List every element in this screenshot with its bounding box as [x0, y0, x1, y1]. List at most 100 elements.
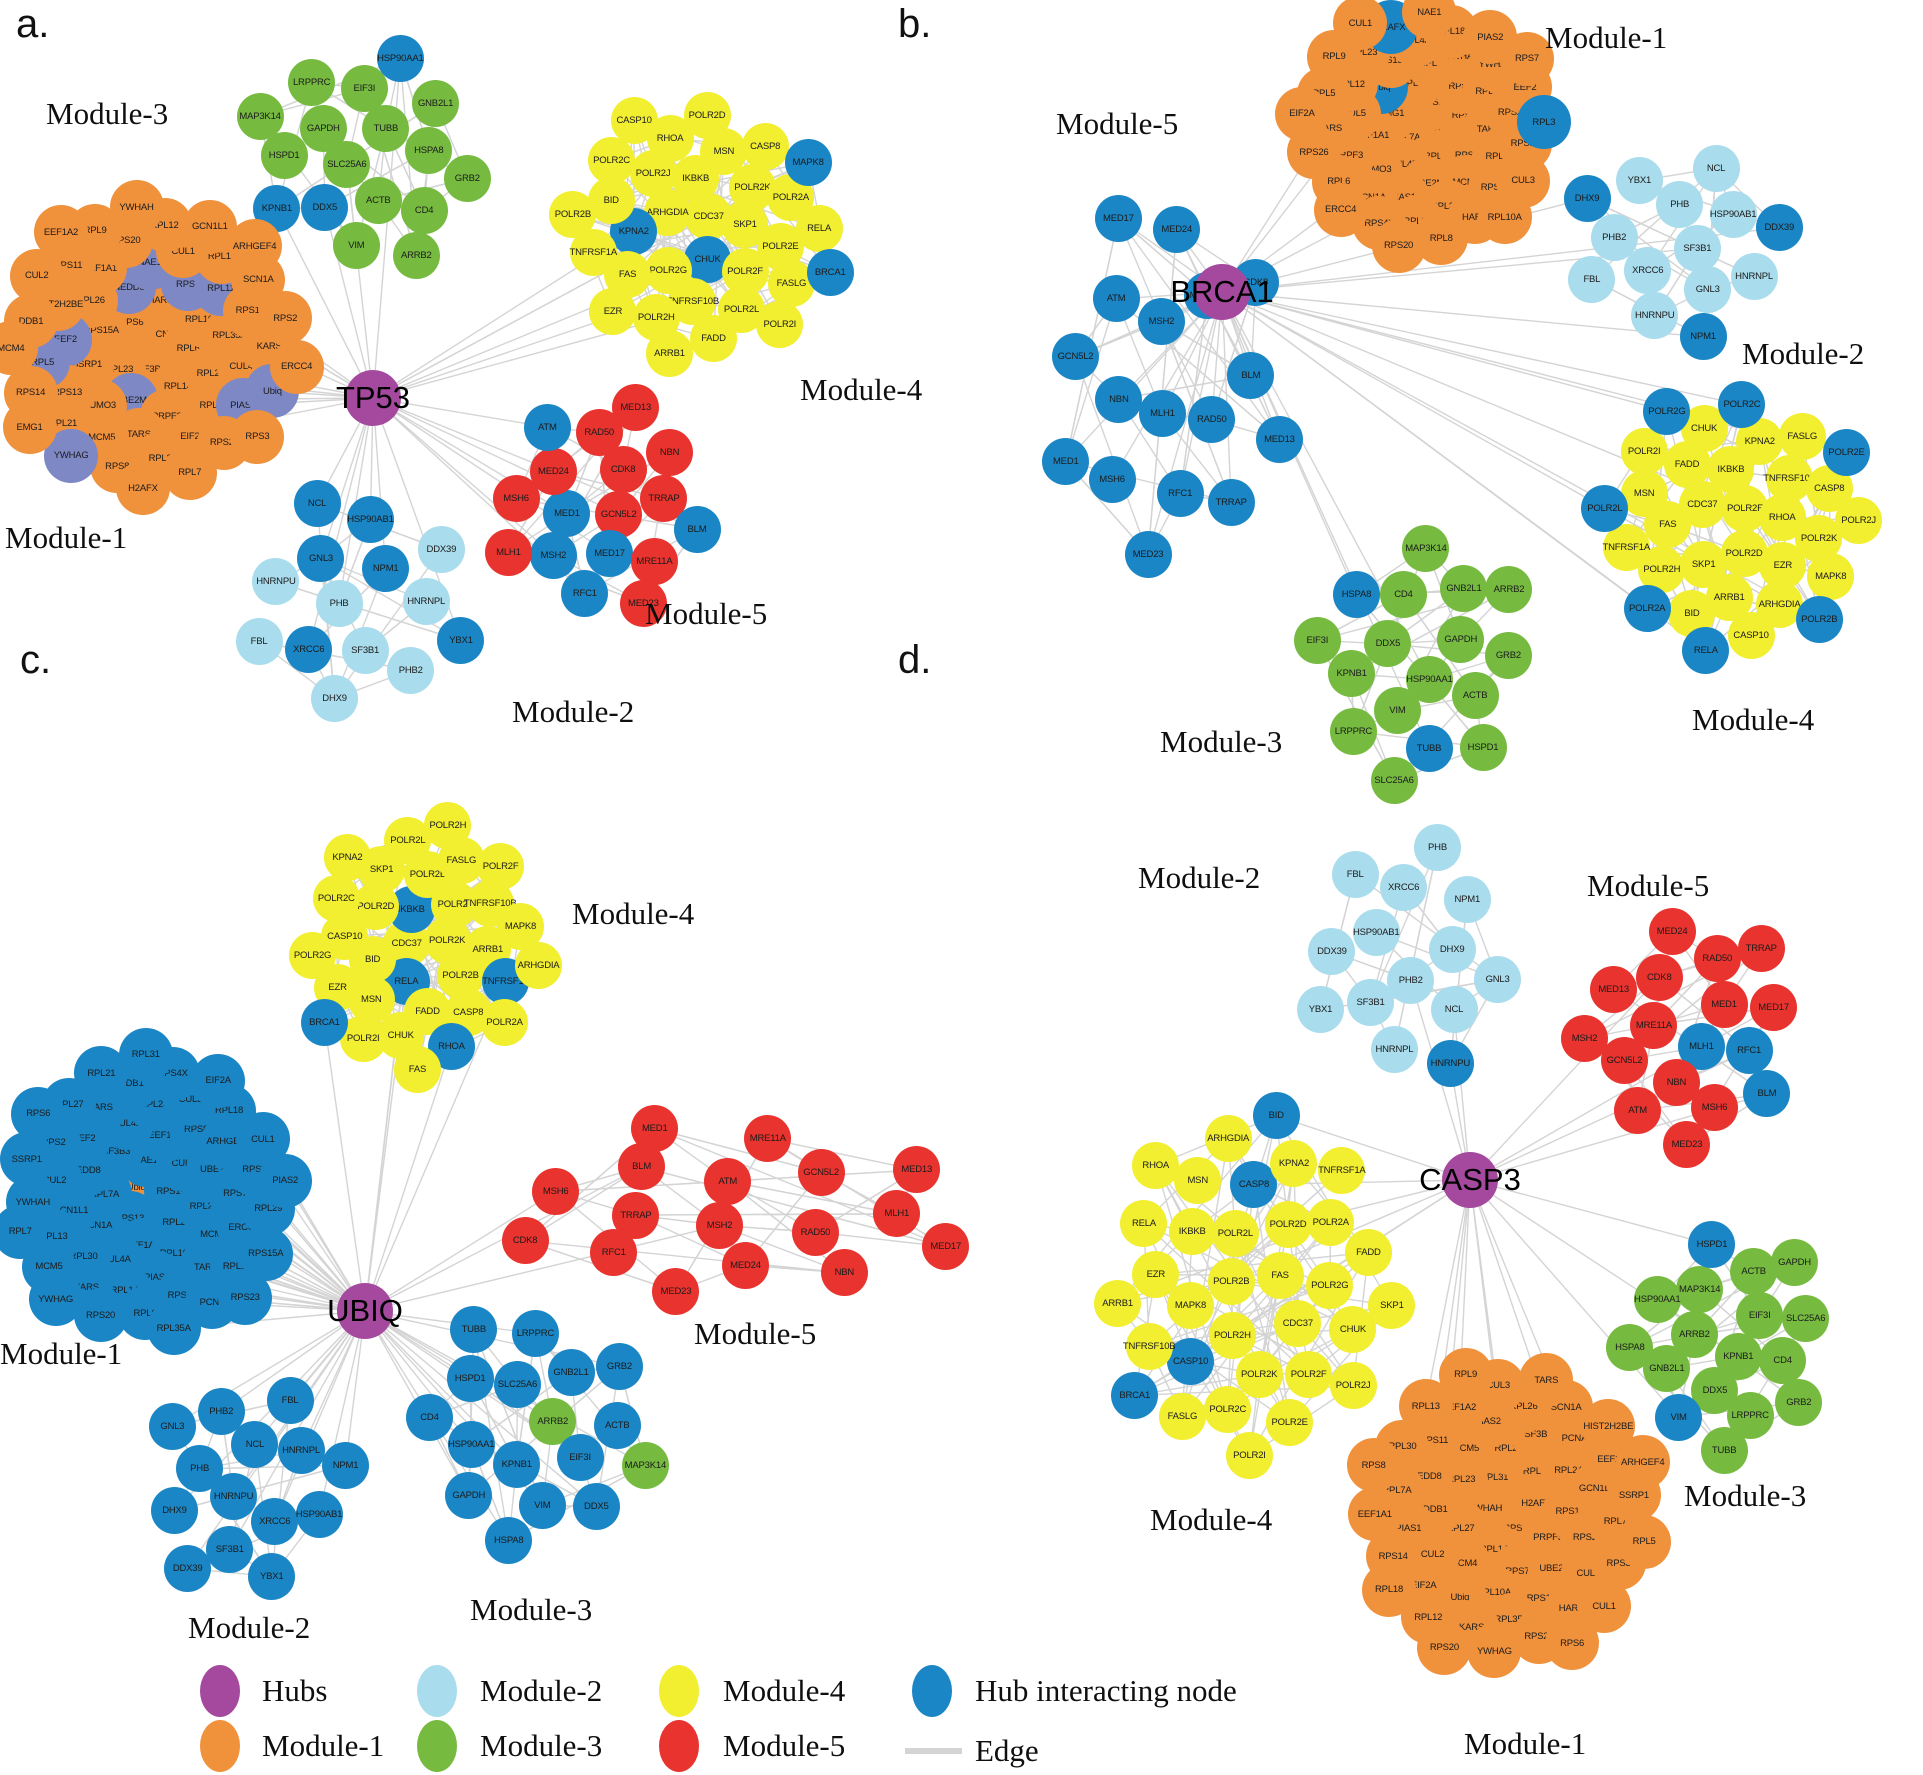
network-node: YWHAH: [109, 180, 164, 235]
network-node: HSP90AB1: [295, 1491, 343, 1539]
network-node: RELA: [1682, 627, 1730, 675]
network-node: RELA: [795, 205, 843, 253]
network-node: ATM: [1614, 1086, 1662, 1134]
module-label: Module-5: [1587, 868, 1710, 903]
network-node: HSPA8: [1606, 1323, 1654, 1371]
network-node: MLH1: [484, 528, 532, 576]
edge-line: [372, 397, 554, 556]
edge-line: [1453, 1009, 1471, 1181]
network-node: MED1: [1042, 438, 1090, 486]
edge-line: [1393, 847, 1439, 1050]
network-node: POLR2C: [312, 875, 360, 923]
network-node: MED23: [1124, 530, 1172, 578]
network-node: POLR2G: [1306, 1262, 1354, 1310]
network-node: MAP3K14: [621, 1441, 669, 1489]
edge-line: [1369, 847, 1439, 1003]
edge-line: [324, 207, 374, 399]
network-node: TARS: [1519, 1353, 1574, 1408]
network-node: ERCC4: [1313, 182, 1368, 237]
network-node: GAPDH: [1771, 1238, 1819, 1286]
network-node: EEF1A2: [33, 205, 88, 260]
edge-line: [1253, 1184, 1291, 1423]
network-node: ARRB2: [1485, 566, 1533, 613]
network-node: ATM: [704, 1157, 752, 1205]
network-node: POLR2F: [477, 843, 525, 891]
network-node: GNL3: [148, 1402, 196, 1450]
network-node: FADD: [1344, 1228, 1392, 1276]
edge-line: [364, 1310, 472, 1445]
network-node: GCN5L2: [797, 1148, 845, 1196]
network-node: MED23: [652, 1267, 700, 1315]
module-label: Module-4: [572, 896, 695, 931]
edge-line: [767, 1137, 917, 1171]
network-node: MRE11A: [744, 1115, 792, 1163]
network-node: POLR2F: [1285, 1350, 1333, 1398]
edge-line: [654, 1128, 822, 1173]
module-label: Module-4: [800, 372, 923, 407]
network-node: PHB: [315, 580, 363, 628]
network-node: MED24: [722, 1241, 769, 1289]
network-node: GRB2: [1484, 631, 1532, 679]
edge-line: [525, 1240, 845, 1274]
network-node: MSH2: [529, 531, 577, 579]
network-node: CD4: [1379, 570, 1427, 618]
network-node: EIF3I: [340, 64, 388, 112]
module-label: Module-4: [1692, 702, 1815, 737]
edge-line: [635, 1213, 897, 1216]
network-node: FASLG: [1158, 1393, 1206, 1441]
network-node: HNRNPL: [277, 1427, 325, 1475]
network-node: POLR2L: [1211, 1210, 1259, 1258]
edge-line: [323, 1022, 366, 1312]
network-node: XRCC6: [1380, 863, 1428, 911]
network-node: HSP90AA1: [1633, 1276, 1681, 1324]
edge-line: [1147, 291, 1223, 555]
network-node: HNRNPU: [1631, 291, 1679, 339]
network-node: ACTB: [593, 1401, 641, 1449]
network-node: EZR: [1132, 1251, 1180, 1299]
module-label: Module-5: [694, 1316, 817, 1351]
edge-line: [1469, 1179, 1680, 1418]
network-node: BRCA1: [300, 998, 348, 1046]
edge-line: [364, 981, 507, 1312]
legend-swatch-module-2: [417, 1665, 457, 1717]
hub-gene-label: BRCA1: [1170, 274, 1274, 309]
network-node: FBL: [266, 1376, 314, 1424]
panel-letter: b.: [898, 2, 932, 46]
network-node: ARHGDIA: [1204, 1115, 1252, 1163]
edge-line: [1221, 291, 1743, 406]
network-node: POLR2H: [1208, 1311, 1256, 1359]
network-node: POLR2A: [481, 998, 529, 1046]
module-label: Module-3: [46, 96, 169, 131]
network-node: POLR2C: [588, 136, 636, 184]
edge-line: [1221, 291, 1704, 338]
legend-swatch-module-5: [659, 1720, 699, 1772]
network-node: NPM1: [1679, 313, 1727, 361]
network-node: MSH6: [492, 475, 540, 523]
network-node: MED23: [1663, 1121, 1711, 1169]
network-node: NPM1: [322, 1441, 370, 1489]
network-node: RPL18: [1362, 1562, 1417, 1617]
network-node: POLR2B: [549, 191, 597, 239]
network-node: TUBB: [362, 104, 410, 152]
network-node: RELA: [1120, 1199, 1168, 1247]
network-node: ARRB1: [645, 330, 693, 378]
legend-label: Hub interacting node: [975, 1673, 1237, 1708]
network-node: PIAS2: [258, 1153, 313, 1208]
network-node: RPL3: [1516, 95, 1571, 150]
network-node: YWHAG: [28, 1272, 83, 1327]
network-node: FBL: [1331, 850, 1379, 898]
network-node: POLR2K: [1235, 1351, 1283, 1399]
network-node: XRCC6: [1624, 247, 1672, 295]
network-node: PHB2: [387, 646, 435, 694]
network-node: DDX39: [1308, 928, 1356, 976]
edge-line: [364, 943, 408, 1312]
network-node: IKBKB: [1168, 1207, 1216, 1255]
module-label: Module-1: [1545, 20, 1668, 55]
network-node: HSPD1: [1459, 723, 1507, 771]
network-node: GNB2L1: [1440, 565, 1488, 613]
network-node: FAS: [1256, 1251, 1304, 1299]
network-node: DDX5: [1364, 620, 1412, 668]
edge-line: [1117, 218, 1280, 441]
network-node: RPL10A: [1477, 190, 1532, 245]
network-node: RAD50: [1693, 935, 1741, 983]
